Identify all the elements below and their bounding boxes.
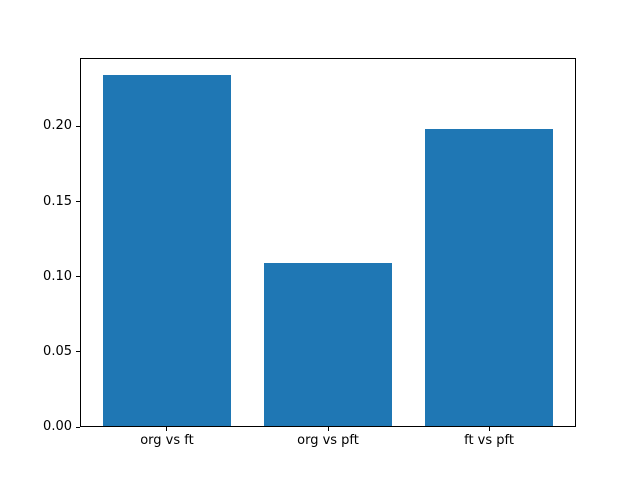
- y-tick-mark: [76, 201, 80, 203]
- x-tick-label: org vs ft: [140, 433, 194, 449]
- bar-org-vs-pft: [263, 263, 393, 428]
- x-tick-mark: [327, 427, 329, 432]
- y-tick-mark: [76, 426, 80, 428]
- y-tick-mark: [76, 276, 80, 278]
- y-tick-label: 0.10: [43, 268, 72, 284]
- y-tick-label: 0.15: [43, 193, 72, 209]
- x-tick-label: ft vs pft: [464, 433, 514, 449]
- plot-area: [80, 58, 576, 428]
- x-tick-mark: [166, 427, 168, 432]
- x-tick-label: org vs pft: [297, 433, 359, 449]
- y-tick-mark: [76, 125, 80, 127]
- y-tick-mark: [76, 351, 80, 353]
- bar-ft-vs-pft: [424, 129, 554, 428]
- bar-org-vs-ft: [102, 75, 232, 428]
- x-tick-mark: [488, 427, 490, 432]
- y-tick-label: 0.05: [43, 343, 72, 359]
- y-tick-label: 0.20: [43, 118, 72, 134]
- y-tick-label: 0.00: [43, 419, 72, 435]
